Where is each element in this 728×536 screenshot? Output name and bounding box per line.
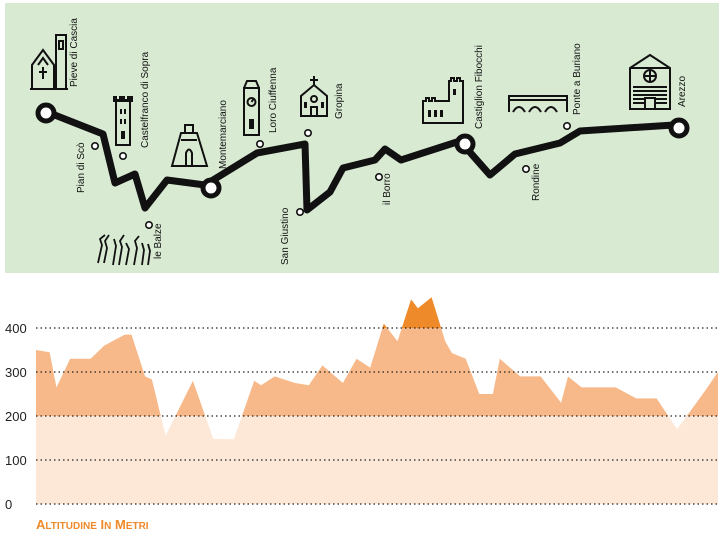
stop-marker-10: [521, 165, 530, 174]
stop-marker-9: [454, 133, 476, 155]
y-tick-label-200: 200: [5, 409, 27, 424]
clock-tower-icon: [243, 80, 260, 136]
stop-marker-1: [91, 142, 100, 151]
stop-marker-7: [303, 129, 312, 138]
balze-cliffs-icon: [97, 234, 151, 266]
stop-marker-8: [374, 173, 383, 182]
elevation-area: [36, 297, 718, 504]
place-label-pian-di-sco: Pian di Scò: [76, 142, 87, 193]
stop-marker-4: [200, 177, 222, 199]
place-label-le-balze: le Balze: [153, 223, 164, 259]
y-tick-labels: 0 100 200 300 400: [5, 321, 27, 512]
y-tick-label-400: 400: [5, 321, 27, 336]
church-icon: [300, 76, 328, 117]
tower-icon: [113, 96, 133, 146]
castle-icon: [422, 77, 464, 124]
place-label-montemarciano: Montemarciano: [218, 100, 229, 169]
stop-marker-2: [119, 152, 128, 161]
stop-marker-3: [145, 221, 154, 230]
place-label-pieve-di-cascia: Pieve di Cascia: [69, 18, 80, 87]
place-label-il-borro: il Borro: [382, 173, 393, 205]
stop-marker-6: [295, 208, 304, 217]
y-tick-label-300: 300: [5, 365, 27, 380]
route-map: Pieve di Cascia Pian di Scò Castelfranco…: [5, 3, 719, 273]
church-tower-icon: [30, 34, 68, 90]
stop-marker-0: [35, 102, 57, 124]
bridge-icon: [508, 95, 568, 113]
elevation-band-mid: [36, 328, 718, 416]
oratory-icon: [170, 124, 209, 167]
elevation-band-low: [36, 416, 718, 504]
place-label-loro-ciuffenna: Loro Ciuffenna: [268, 67, 279, 133]
y-gridlines: [36, 327, 718, 505]
elevation-profile: 0 100 200 300 400 ALTITUDINE IN METRI: [5, 297, 718, 532]
stop-marker-11: [562, 122, 571, 131]
route-line: [38, 106, 678, 214]
stop-marker-5: [256, 140, 265, 149]
place-label-castelfranco: Castelfranco di Sopra: [140, 51, 151, 148]
place-label-ponte-a-buriano: Ponte a Buriano: [572, 43, 583, 115]
elevation-band-high: [382, 297, 442, 328]
place-label-rondine: Rondine: [531, 163, 542, 201]
place-label-san-giustino: San Giustino: [280, 207, 291, 265]
place-label-gropina: Gropina: [334, 83, 345, 119]
y-axis-label: ALTITUDINE IN METRI: [36, 517, 149, 532]
cathedral-icon: [629, 53, 671, 110]
place-label-castiglion-fibocchi: Castiglion Fibocchi: [474, 45, 485, 129]
y-tick-label-100: 100: [5, 453, 27, 468]
place-label-arezzo: Arezzo: [677, 75, 688, 107]
map-background: [5, 3, 719, 273]
stop-marker-12: [668, 117, 690, 139]
y-tick-label-0: 0: [5, 497, 12, 512]
